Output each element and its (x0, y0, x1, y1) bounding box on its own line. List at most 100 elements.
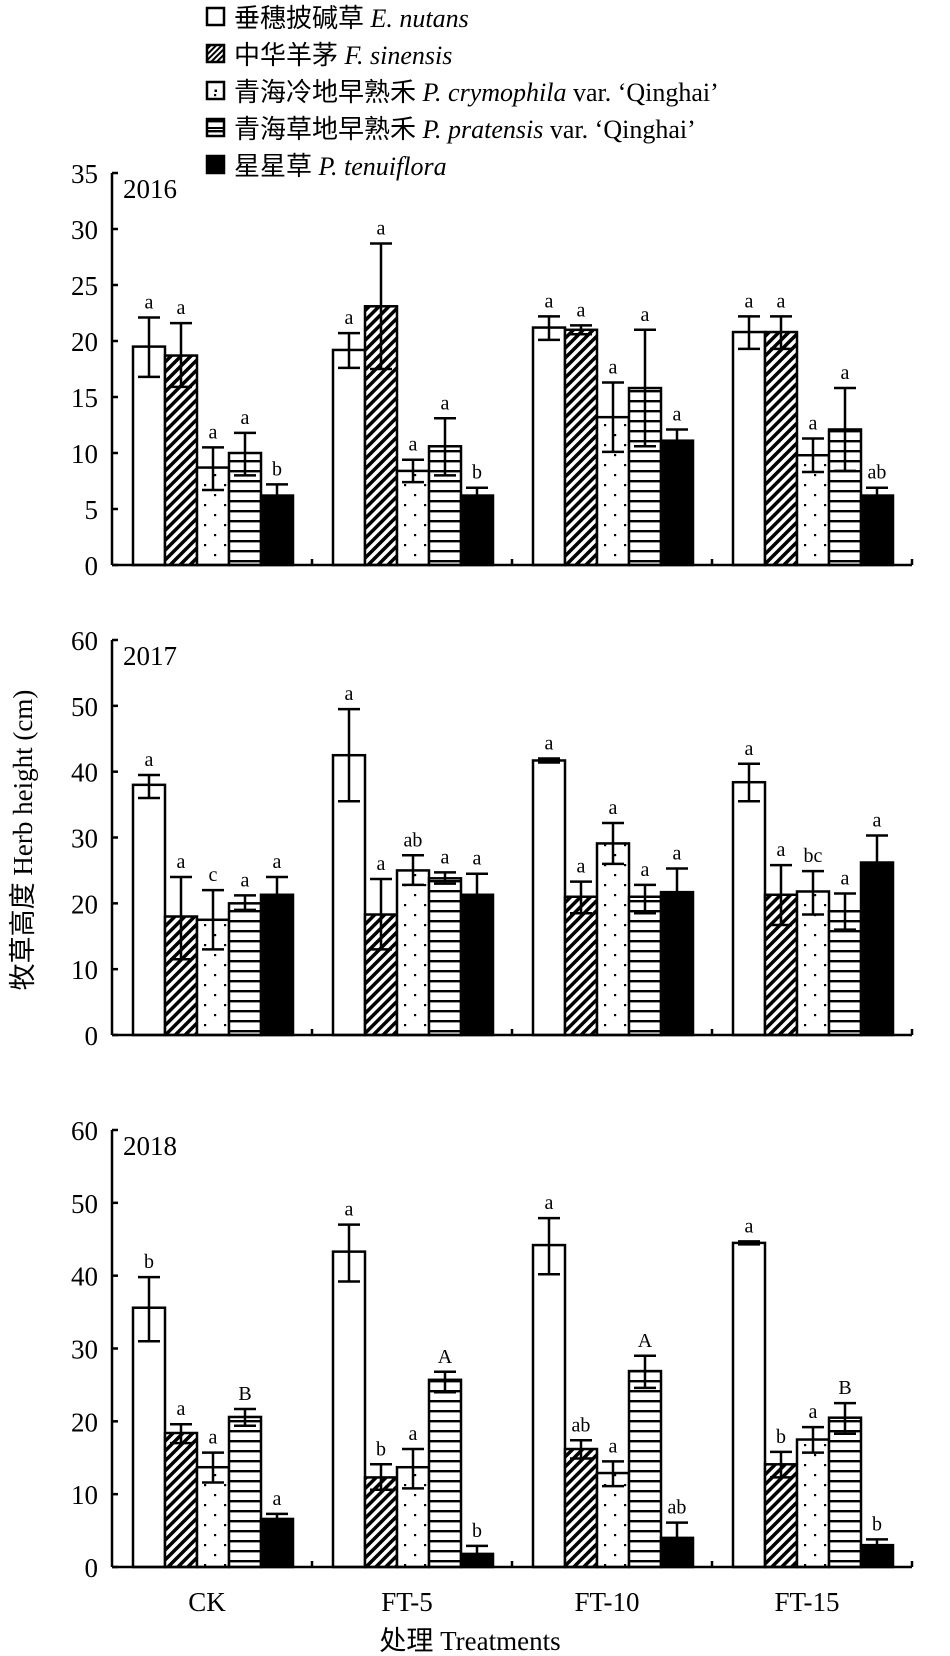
bar-2017-FT-10-diagonal (563, 895, 599, 1037)
legend-label: 星星草 P. tenuiflora (234, 152, 447, 181)
y-tick-label: 20 (71, 327, 98, 357)
significance-letter: ab (572, 1414, 591, 1436)
significance-letter: A (438, 1346, 453, 1368)
y-tick-label: 60 (71, 1116, 98, 1146)
error-bar (738, 315, 760, 351)
y-tick-label: 40 (71, 758, 98, 788)
error-bar (570, 324, 592, 336)
x-tick-label: FT-10 (574, 1587, 639, 1617)
significance-letter: ab (868, 462, 887, 484)
error-bar (538, 1216, 560, 1276)
significance-letter: a (577, 299, 586, 321)
error-bar (602, 821, 624, 866)
y-axis-label: 牧草高度 Herb height (cm) (8, 690, 38, 991)
error-bar (866, 1538, 888, 1546)
significance-letter: a (609, 356, 618, 378)
significance-letter: a (145, 291, 154, 313)
legend-item: 青海草地早熟禾 P. pratensis var. ‘Qinghai’ (205, 115, 696, 144)
error-bar (370, 877, 392, 951)
bar-2017-FT-15-white (731, 780, 767, 1037)
significance-letter: a (545, 290, 554, 312)
significance-letter: a (345, 683, 354, 705)
panel-year-label: 2018 (123, 1131, 177, 1161)
bar-2017-FT-10-dots (595, 842, 631, 1037)
significance-letter: a (409, 434, 418, 456)
significance-letter: a (241, 869, 250, 891)
y-tick-label: 10 (71, 439, 98, 469)
bar-2018-CK-black (259, 1517, 295, 1569)
y-tick-label: 0 (85, 1021, 99, 1051)
significance-letter: a (473, 848, 482, 870)
error-bar (634, 1354, 656, 1390)
y-tick-label: 0 (85, 1553, 99, 1583)
significance-letter: a (609, 797, 618, 819)
significance-letter: a (641, 304, 650, 326)
bar-2018-FT-10-horizontal (627, 1369, 663, 1569)
significance-letter: a (177, 297, 186, 319)
significance-letter: B (838, 1377, 851, 1399)
error-bar (234, 1407, 256, 1427)
error-bar (402, 1447, 424, 1490)
legend-label-variety: var. ‘Qinghai’ (543, 115, 695, 144)
error-bar (266, 483, 288, 496)
bar-2017-CK-horizontal (227, 902, 263, 1037)
bar-2017-FT-5-horizontal (427, 877, 463, 1037)
legend-label-cn: 垂穗披碱草 (234, 4, 371, 33)
error-bar (770, 863, 792, 927)
error-bar (802, 1425, 824, 1454)
significance-letter: a (777, 290, 786, 312)
bar-2018-FT-5-diagonal (363, 1476, 399, 1569)
error-bar (370, 1463, 392, 1492)
error-bar (202, 888, 224, 951)
significance-letter: a (745, 1215, 754, 1237)
error-bar (138, 773, 160, 800)
bar-2018-FT-15-diagonal (763, 1463, 799, 1569)
error-bar (538, 315, 560, 342)
significance-letter: a (745, 290, 754, 312)
significance-letter: A (638, 1330, 653, 1352)
bar-2018-FT-15-horizontal (827, 1416, 863, 1569)
x-tick-label: FT-5 (381, 1587, 433, 1617)
legend-label-latin: F. sinensis (344, 41, 453, 70)
significance-letter: b (776, 1426, 786, 1448)
significance-letter: ab (668, 1497, 687, 1519)
significance-letter: a (841, 362, 850, 384)
x-axis-label: 处理 Treatments (379, 1626, 560, 1656)
y-tick-label: 10 (71, 955, 98, 985)
significance-letter: a (145, 749, 154, 771)
significance-letter: a (745, 738, 754, 760)
y-tick-label: 0 (85, 551, 99, 581)
y-tick-label: 5 (85, 495, 99, 525)
significance-letter: a (377, 853, 386, 875)
bar-2016-CK-black (259, 494, 295, 567)
x-tick-label: CK (188, 1587, 226, 1617)
error-bar (538, 757, 560, 764)
bar-2017-FT-10-horizontal (627, 895, 663, 1037)
significance-letter: a (873, 810, 882, 832)
error-bar (138, 1275, 160, 1343)
y-tick-label: 50 (71, 1189, 98, 1219)
bar-2017-FT-5-dots (395, 869, 431, 1037)
error-bar (770, 315, 792, 351)
bar-2016-FT-15-white (731, 330, 767, 567)
bar-2017-FT-5-black (459, 893, 495, 1037)
error-bar (666, 867, 688, 893)
significance-letter: b (376, 1438, 386, 1460)
bar-2018-CK-horizontal (227, 1415, 263, 1569)
bar-2016-CK-white (131, 345, 167, 567)
error-bar (602, 381, 624, 454)
error-bar (434, 417, 456, 477)
y-tick-label: 35 (71, 159, 98, 189)
legend-swatch-white (205, 6, 226, 27)
y-tick-label: 40 (71, 1262, 98, 1292)
legend-item: 星星草 P. tenuiflora (205, 152, 447, 181)
error-bar (802, 869, 824, 916)
legend-swatch-diagonal (205, 43, 226, 64)
bar-2018-FT-10-white (531, 1243, 567, 1569)
significance-letter: c (209, 864, 218, 886)
error-bar (434, 1370, 456, 1394)
y-tick-label: 25 (71, 271, 98, 301)
